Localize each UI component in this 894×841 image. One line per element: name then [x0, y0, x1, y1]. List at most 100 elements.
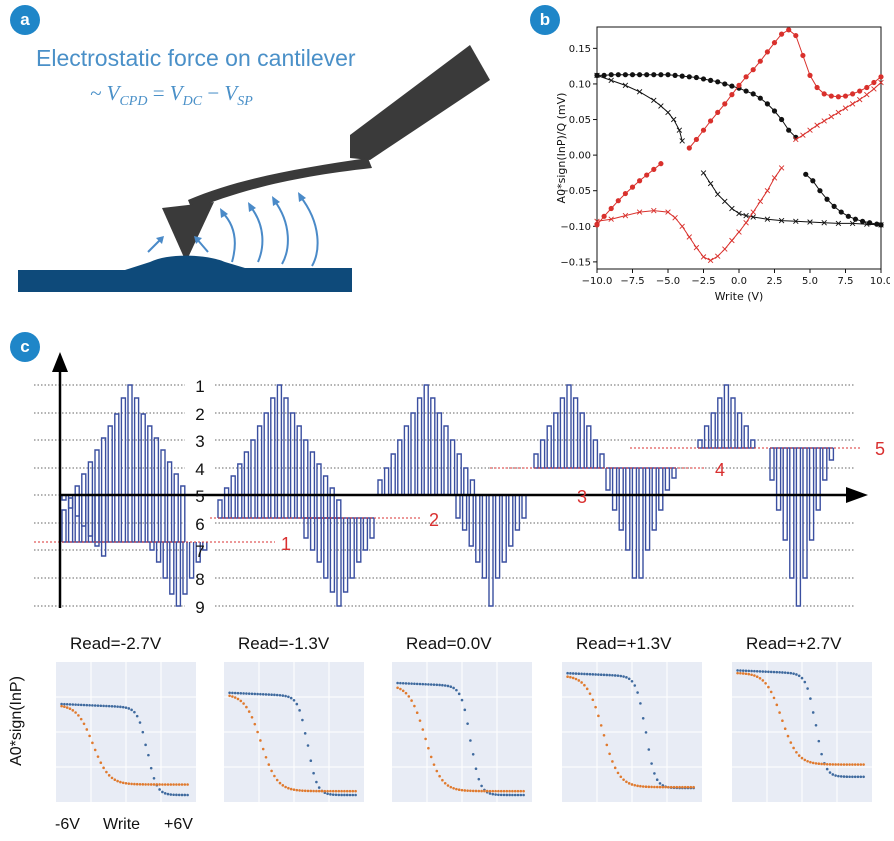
- blue-point: [74, 703, 77, 706]
- blue-point: [574, 672, 578, 675]
- chart-b-point: [714, 253, 721, 259]
- orange-point: [175, 783, 178, 786]
- blue-point: [469, 739, 472, 742]
- blue-point: [803, 680, 807, 684]
- orange-point: [113, 778, 117, 782]
- blue-point: [278, 693, 282, 697]
- orange-point: [177, 783, 181, 786]
- blue-point: [247, 692, 251, 695]
- orange-point: [678, 785, 681, 789]
- orange-point: [823, 762, 826, 766]
- orange-point: [449, 785, 453, 789]
- orange-point: [323, 789, 327, 793]
- offset-label: 2: [429, 510, 439, 530]
- read-panel: [562, 662, 702, 802]
- blue-point: [334, 793, 338, 797]
- orange-point: [574, 677, 578, 681]
- blue-point: [110, 704, 114, 708]
- read-panel: [732, 662, 872, 802]
- orange-point: [79, 717, 83, 721]
- chart-b-point: [729, 92, 735, 98]
- blue-point: [644, 731, 648, 734]
- blue-point: [499, 793, 503, 797]
- blue-point: [289, 696, 293, 700]
- blue-point: [477, 777, 481, 781]
- chart-b-point: [743, 74, 749, 80]
- orange-point: [315, 789, 318, 793]
- chart-b-point: [779, 116, 785, 123]
- chart-b-point: [700, 127, 707, 133]
- orange-point: [839, 763, 843, 766]
- blue-point: [653, 772, 656, 775]
- orange-point: [166, 783, 170, 786]
- blue-point: [169, 793, 173, 796]
- blue-point: [622, 675, 625, 678]
- read-title: Read=+1.3V: [576, 634, 672, 653]
- blue-point: [144, 743, 147, 747]
- blue-point: [853, 775, 857, 779]
- blue-point: [239, 691, 243, 695]
- blue-point: [630, 679, 634, 683]
- chart-b-point: [852, 216, 859, 222]
- blue-point: [91, 704, 94, 707]
- chart-b-point: [651, 72, 657, 78]
- orange-point: [270, 769, 273, 773]
- blue-point: [494, 793, 497, 796]
- chart-b-xtick-label: −7.5: [620, 276, 644, 287]
- chart-b-point: [838, 209, 844, 215]
- blue-point: [250, 692, 254, 696]
- chart-b-ytick-label: 0.05: [569, 115, 591, 126]
- orange-point: [499, 789, 503, 793]
- orange-point: [775, 703, 779, 707]
- orange-point: [783, 727, 787, 730]
- chart-b-point: [842, 93, 849, 99]
- blue-point: [418, 682, 422, 686]
- chart-b-point: [864, 221, 870, 227]
- blue-point: [228, 691, 231, 695]
- chart-b-point: [835, 94, 841, 100]
- blue-point: [158, 788, 161, 791]
- chart-b-point: [644, 72, 650, 78]
- orange-point: [859, 763, 863, 766]
- chart-b-point: [700, 254, 707, 260]
- orange-point: [418, 719, 422, 722]
- blue-point: [152, 777, 156, 780]
- orange-point: [658, 785, 662, 789]
- orange-point: [343, 789, 346, 793]
- chart-b-point: [608, 72, 614, 78]
- chart-b-point: [708, 77, 714, 83]
- blue-point: [457, 692, 461, 696]
- blue-point: [758, 670, 762, 673]
- blue-point: [566, 671, 569, 675]
- blue-point: [177, 793, 181, 797]
- blue-point: [862, 775, 865, 779]
- blue-point: [396, 681, 399, 685]
- chart-b-point: [849, 220, 856, 227]
- blue-point: [351, 793, 355, 797]
- blue-point: [828, 771, 832, 774]
- blue-point: [497, 793, 500, 797]
- pulse-train: [455, 495, 527, 607]
- chart-b-point: [764, 216, 771, 222]
- chart-b-point: [665, 72, 671, 78]
- orange-point: [769, 690, 773, 694]
- blue-point: [597, 673, 600, 676]
- chart-b-point: [864, 91, 870, 98]
- orange-point: [152, 783, 156, 786]
- chart-b-point: [835, 220, 842, 227]
- blue-point: [611, 673, 614, 677]
- orange-point: [767, 685, 770, 689]
- blue-point: [301, 718, 304, 722]
- orange-point: [242, 702, 245, 705]
- orange-point: [633, 783, 637, 787]
- orange-point: [580, 681, 583, 684]
- orange-point: [753, 674, 756, 677]
- chart-b-xtick-label: 0.0: [731, 276, 747, 287]
- orange-point: [516, 789, 520, 793]
- chart-b-series-line-4: [688, 29, 882, 149]
- blue-point: [750, 669, 753, 673]
- orange-point: [460, 788, 464, 792]
- chart-b-point: [821, 118, 827, 124]
- orange-point: [630, 783, 634, 786]
- blue-point: [60, 702, 63, 706]
